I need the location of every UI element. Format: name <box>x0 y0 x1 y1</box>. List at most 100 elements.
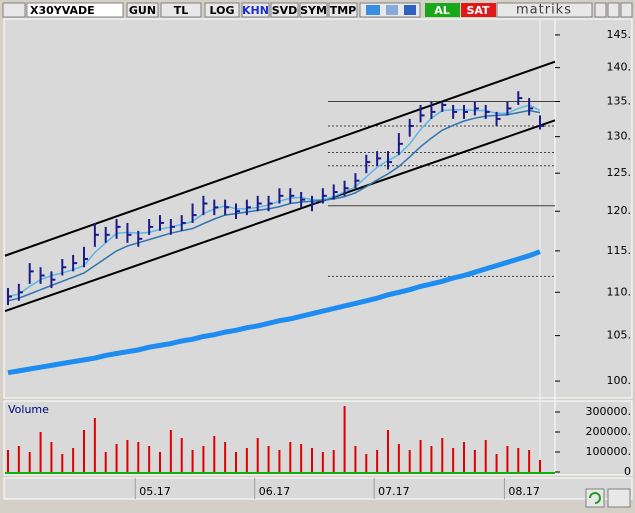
y-tick-label: 105. <box>607 329 632 342</box>
volume-bar <box>278 450 281 472</box>
toolbar: X30YVADE AL SAT matriks <box>2 2 633 18</box>
toolbar-button-label: SYM <box>300 4 327 17</box>
volume-bar <box>104 452 107 472</box>
symbol: X30YVADE <box>30 4 95 17</box>
y-tick-label: 115. <box>607 244 632 257</box>
y-tick-label: 0 <box>624 465 631 478</box>
volume-bar <box>61 454 64 472</box>
toolbar-button-label: TL <box>174 4 189 17</box>
volume-bar <box>39 432 42 472</box>
x-tick-label: 07.17 <box>378 485 410 498</box>
volume-bar <box>441 438 444 472</box>
pane-title: Volume <box>8 403 49 416</box>
buy-label: AL <box>434 4 450 17</box>
volume-bar <box>517 448 520 472</box>
y-tick-label: 110. <box>607 285 632 298</box>
toolbar-button-label: GUN <box>129 4 156 17</box>
volume-bar <box>83 430 85 472</box>
toolbar-button[interactable] <box>241 2 270 18</box>
volume-bar <box>213 436 216 472</box>
volume-bar <box>7 450 9 472</box>
volume-bar <box>463 442 465 472</box>
refresh-button[interactable] <box>585 488 605 508</box>
y-tick-label: 125. <box>607 166 632 179</box>
menu-icon[interactable] <box>2 2 26 18</box>
moving-average <box>7 249 541 376</box>
toolbar-button[interactable] <box>126 2 159 18</box>
volume-bar <box>191 450 194 472</box>
volume-bar <box>484 440 487 472</box>
trendline <box>4 60 556 257</box>
symbol-box[interactable] <box>26 2 124 18</box>
sell-label: SAT <box>466 4 490 17</box>
y-tick-label: 200000. <box>586 425 632 438</box>
volume-bar <box>419 440 422 472</box>
twitter-icon[interactable] <box>366 5 380 15</box>
toolbar-button[interactable] <box>270 2 299 18</box>
toolbar-button-label: LOG <box>210 4 235 17</box>
volume-bar <box>93 418 96 472</box>
y-tick-label: 100000. <box>586 445 632 458</box>
volume-bar <box>256 438 259 472</box>
volume-bar <box>311 448 313 472</box>
mail-icon[interactable] <box>404 5 416 15</box>
volume-pane <box>3 400 633 476</box>
y-tick-label: 120. <box>607 204 632 217</box>
volume-bar <box>397 444 400 472</box>
volume-bar <box>539 460 541 472</box>
volume-bar <box>300 444 303 472</box>
buy-button[interactable] <box>425 3 460 17</box>
volume-bar <box>408 450 411 472</box>
moving-average <box>7 104 541 298</box>
volume-bar <box>235 452 237 472</box>
volume-bar <box>452 448 455 472</box>
y-tick-label: 100. <box>607 374 632 387</box>
volume-bar <box>267 446 270 472</box>
tool-icon[interactable] <box>386 5 398 15</box>
scroll-button[interactable] <box>607 488 631 508</box>
volume-bar <box>528 450 531 472</box>
volume-bar <box>126 440 129 472</box>
x-tick-label: 08.17 <box>508 485 540 498</box>
moving-average <box>7 109 541 302</box>
y-tick-label: 135. <box>607 94 632 107</box>
brand-box <box>496 2 593 18</box>
volume-bar <box>17 446 20 472</box>
volume-bar <box>343 406 346 472</box>
volume-bar <box>473 450 476 472</box>
close-button[interactable] <box>620 2 633 18</box>
volume-bar <box>148 446 151 472</box>
volume-bar <box>159 452 161 472</box>
price-pane <box>3 18 633 399</box>
volume-bar <box>506 446 509 472</box>
minimize-button[interactable] <box>594 2 607 18</box>
volume-bar <box>245 448 248 472</box>
volume-bar <box>115 444 118 472</box>
volume-bar <box>28 452 31 472</box>
toolbar-button[interactable] <box>160 2 202 18</box>
volume-bar <box>430 446 433 472</box>
volume-bar <box>387 430 389 472</box>
volume-bar <box>137 442 140 472</box>
trendline <box>4 119 556 313</box>
volume-bar <box>354 446 357 472</box>
y-tick-label: 140. <box>607 61 632 74</box>
x-tick-label: 06.17 <box>259 485 291 498</box>
y-tick-label: 145. <box>607 28 632 41</box>
toolbar-button[interactable] <box>328 2 358 18</box>
volume-bar <box>169 430 172 472</box>
refresh-icon <box>589 492 601 504</box>
toolbar-button-label: TMP <box>330 4 357 17</box>
toolbar-button[interactable] <box>299 2 328 18</box>
volume-bar <box>365 454 368 472</box>
y-tick-label: 300000. <box>586 405 632 418</box>
volume-bar <box>495 454 498 472</box>
toolbar-button[interactable] <box>204 2 240 18</box>
toolbar-button-label: KHN <box>242 4 269 17</box>
toolbar-button-label: SVD <box>272 4 298 17</box>
volume-bar <box>72 448 75 472</box>
volume-bar <box>50 442 53 472</box>
maximize-button[interactable] <box>607 2 620 18</box>
sell-button[interactable] <box>461 3 496 17</box>
